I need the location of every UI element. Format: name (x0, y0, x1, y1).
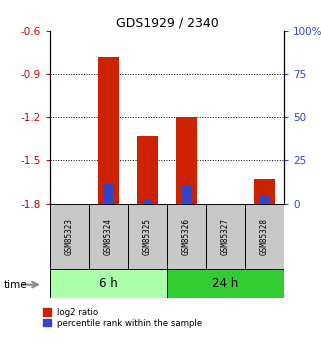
Bar (245, 204, 284, 269)
Bar (137, 136, 158, 204)
Bar (143, 200, 152, 204)
Bar (50, 269, 167, 298)
Text: GSM85324: GSM85324 (104, 218, 113, 255)
Bar (98, 57, 119, 204)
Bar (176, 117, 197, 204)
Legend: log2 ratio, percentile rank within the sample: log2 ratio, percentile rank within the s… (43, 308, 203, 328)
Bar (89, 204, 128, 269)
Bar (128, 204, 167, 269)
Text: 6 h: 6 h (99, 277, 118, 290)
Text: GSM85327: GSM85327 (221, 218, 230, 255)
Bar (167, 269, 284, 298)
Text: GSM85323: GSM85323 (65, 218, 74, 255)
Title: GDS1929 / 2340: GDS1929 / 2340 (116, 17, 218, 30)
Bar (50, 204, 89, 269)
Text: GSM85325: GSM85325 (143, 218, 152, 255)
Bar (206, 204, 245, 269)
Text: 24 h: 24 h (213, 277, 239, 290)
Bar (103, 183, 113, 204)
Text: GSM85326: GSM85326 (182, 218, 191, 255)
Bar (182, 186, 191, 204)
Bar (260, 195, 269, 204)
Text: time: time (3, 280, 27, 289)
Bar (167, 204, 206, 269)
Text: GSM85328: GSM85328 (260, 218, 269, 255)
Bar (254, 179, 275, 204)
